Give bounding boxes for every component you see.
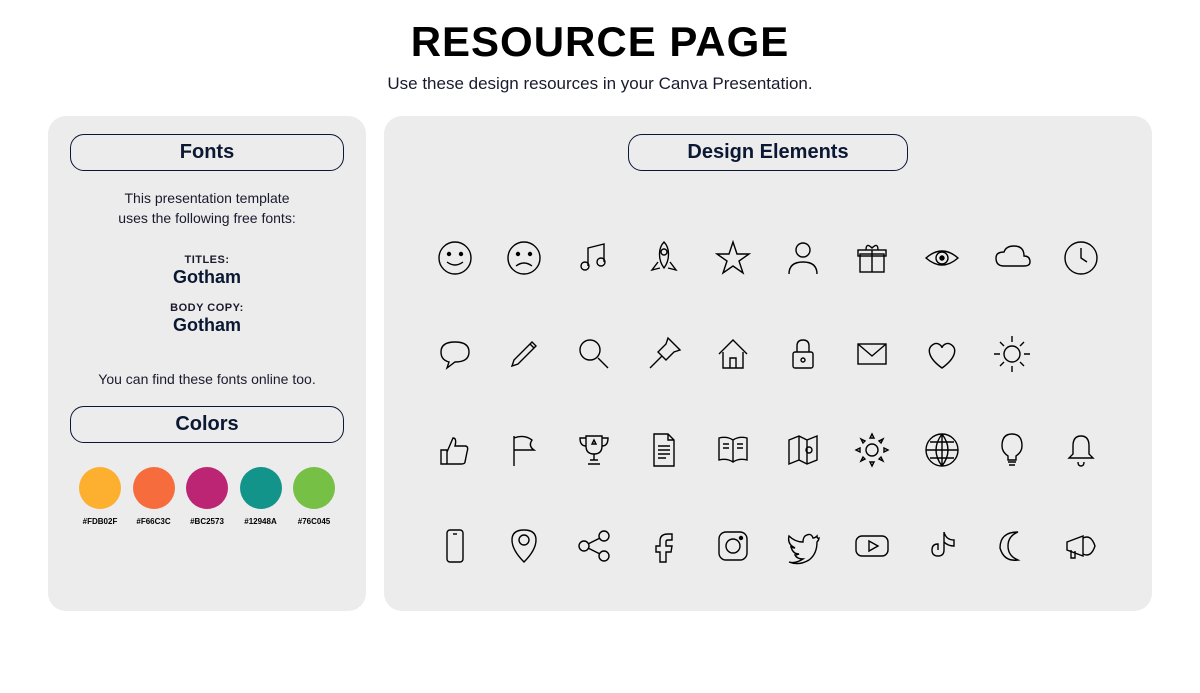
titles-font-block: TITLES: Gotham xyxy=(70,254,344,288)
map-icon xyxy=(783,430,823,475)
flag-icon xyxy=(504,430,544,475)
pencil-icon xyxy=(504,334,544,379)
swatch-hex-4: #12948A xyxy=(235,517,287,526)
instagram-icon xyxy=(713,526,753,571)
body-label: BODY COPY: xyxy=(70,302,344,314)
fonts-intro-line2: uses the following free fonts: xyxy=(70,209,344,229)
megaphone-icon xyxy=(1061,526,1101,571)
swatch-2: #F66C3C xyxy=(128,467,180,526)
tiktok-icon xyxy=(922,526,962,571)
eye-icon xyxy=(922,238,962,283)
fonts-intro: This presentation template uses the foll… xyxy=(70,189,344,228)
smile-icon xyxy=(435,238,475,283)
music-icon xyxy=(574,238,614,283)
gift-icon xyxy=(852,238,892,283)
swatch-4: #12948A xyxy=(235,467,287,526)
titles-label: TITLES: xyxy=(70,254,344,266)
location-pin-icon xyxy=(504,526,544,571)
fonts-footer: You can find these fonts online too. xyxy=(70,370,344,390)
frown-icon xyxy=(504,238,544,283)
swatch-circle-5 xyxy=(293,467,335,509)
right-panel: Design Elements xyxy=(384,116,1152,611)
swatch-hex-1: #FDB02F xyxy=(74,517,126,526)
swatch-circle-1 xyxy=(79,467,121,509)
swatch-5: #76C045 xyxy=(288,467,340,526)
home-icon xyxy=(713,334,753,379)
trophy-icon xyxy=(574,430,614,475)
star-icon xyxy=(713,238,753,283)
thumbs-up-icon xyxy=(435,430,475,475)
document-icon xyxy=(644,430,684,475)
swatch-circle-3 xyxy=(186,467,228,509)
fonts-header: Fonts xyxy=(70,134,344,171)
sun-icon xyxy=(992,334,1032,379)
clock-icon xyxy=(1061,238,1101,283)
page-subtitle: Use these design resources in your Canva… xyxy=(0,74,1200,94)
colors-header: Colors xyxy=(70,406,344,443)
user-icon xyxy=(783,238,823,283)
swatch-1: #FDB02F xyxy=(74,467,126,526)
lock-icon xyxy=(783,334,823,379)
facebook-icon xyxy=(644,526,684,571)
book-icon xyxy=(713,430,753,475)
moon-icon xyxy=(992,526,1032,571)
heart-icon xyxy=(922,334,962,379)
mail-icon xyxy=(852,334,892,379)
pushpin-icon xyxy=(644,334,684,379)
page-title: RESOURCE PAGE xyxy=(0,18,1200,66)
bell-icon xyxy=(1061,430,1101,475)
body-font-block: BODY COPY: Gotham xyxy=(70,302,344,336)
swatches-row: #FDB02F #F66C3C #BC2573 #12948A #76C045 xyxy=(70,461,344,526)
titles-font: Gotham xyxy=(70,267,344,288)
swatch-3: #BC2573 xyxy=(181,467,233,526)
globe-icon xyxy=(922,430,962,475)
swatch-hex-2: #F66C3C xyxy=(128,517,180,526)
rocket-icon xyxy=(644,238,684,283)
twitter-icon xyxy=(783,526,823,571)
swatch-hex-5: #76C045 xyxy=(288,517,340,526)
youtube-icon xyxy=(852,526,892,571)
swatch-circle-2 xyxy=(133,467,175,509)
share-icon xyxy=(574,526,614,571)
body-font: Gotham xyxy=(70,315,344,336)
phone-icon xyxy=(435,526,475,571)
fonts-intro-line1: This presentation template xyxy=(70,189,344,209)
lightbulb-icon xyxy=(992,430,1032,475)
chat-icon xyxy=(435,334,475,379)
swatch-circle-4 xyxy=(240,467,282,509)
search-icon xyxy=(574,334,614,379)
design-elements-header: Design Elements xyxy=(628,134,908,171)
swatch-hex-3: #BC2573 xyxy=(181,517,233,526)
left-panel: Fonts This presentation template uses th… xyxy=(48,116,366,611)
content-container: Fonts This presentation template uses th… xyxy=(0,94,1200,611)
icon-grid xyxy=(406,189,1130,594)
cloud-icon xyxy=(992,238,1032,283)
gear-icon xyxy=(852,430,892,475)
